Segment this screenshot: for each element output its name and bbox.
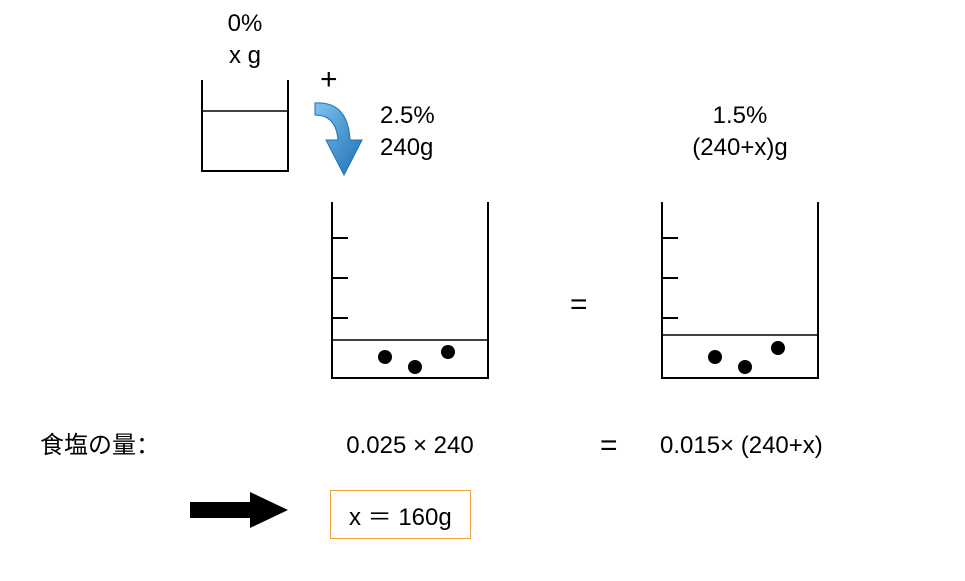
equals-bottom: = [600, 426, 618, 465]
salt-amount-label: 食塩の量： [40, 430, 160, 461]
stage: 0% x g + 2.5% 240g = [0, 0, 965, 581]
left-big-mass: 240g [380, 132, 433, 163]
pour-arrow-icon [300, 95, 370, 185]
equation-right: 0.015× (240+x) [660, 430, 823, 461]
right-big-mass: (240+x)g [660, 132, 820, 163]
small-beaker-percent: 0% [200, 8, 290, 39]
equation-left: 0.025 × 240 [330, 430, 490, 461]
right-big-percent: 1.5% [660, 100, 820, 131]
left-big-percent: 2.5% [380, 100, 435, 131]
small-beaker-mass: x g [200, 40, 290, 71]
result-arrow-icon [190, 490, 290, 530]
right-big-beaker [660, 200, 820, 380]
plus-operator: + [320, 60, 338, 99]
equals-mid: = [570, 285, 588, 324]
left-big-beaker [330, 200, 490, 380]
small-beaker [200, 78, 290, 173]
answer-box: x ＝ 160g [330, 490, 471, 539]
